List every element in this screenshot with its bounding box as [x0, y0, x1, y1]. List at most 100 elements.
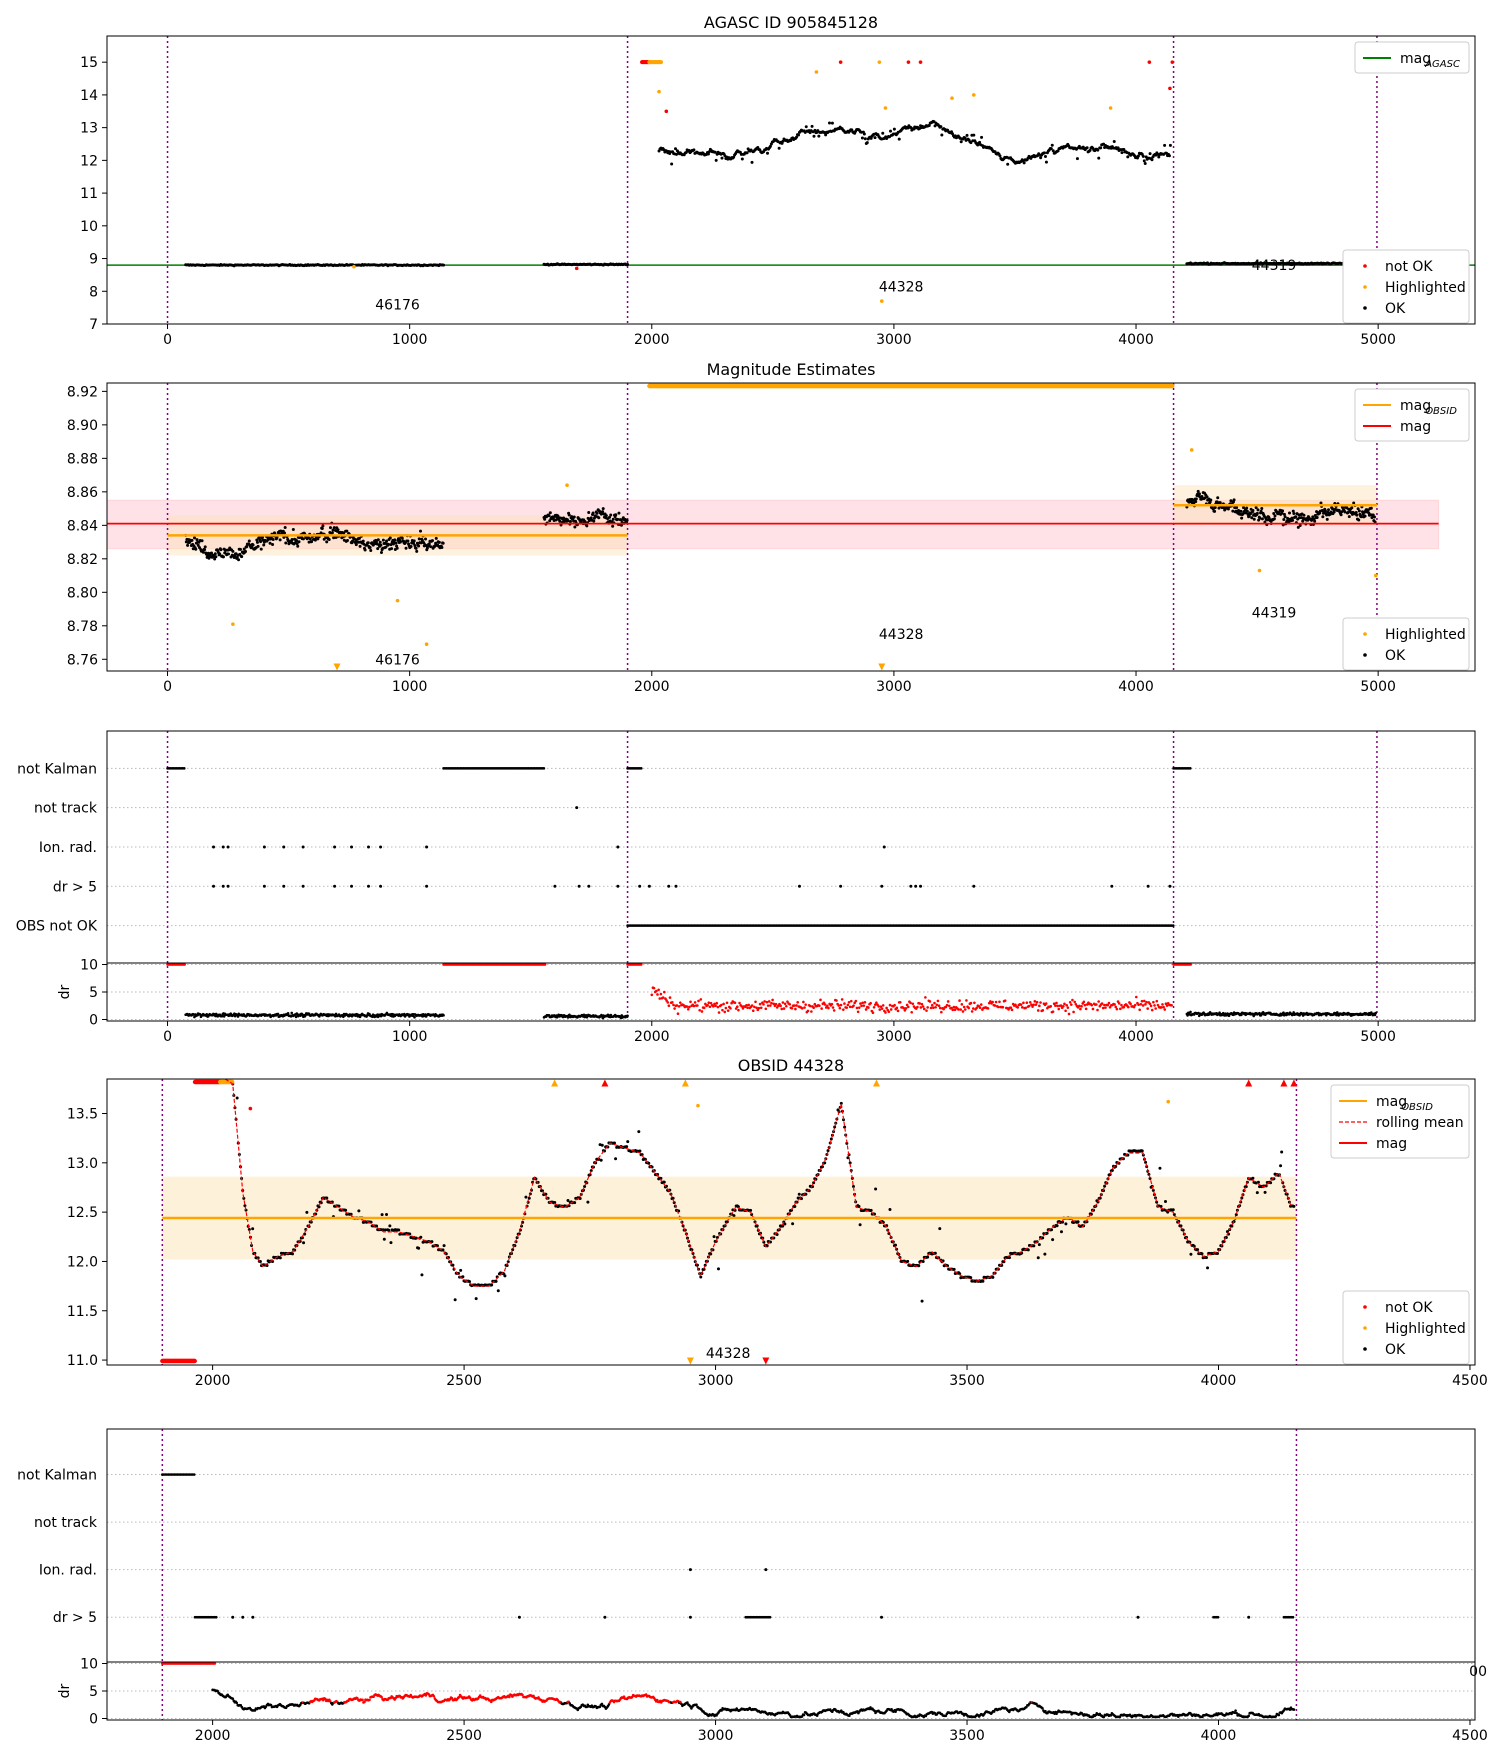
flag-point	[182, 767, 186, 770]
ok-point	[1315, 515, 1319, 519]
ok-point	[296, 544, 300, 548]
ok-point	[573, 525, 577, 529]
ok-point	[1245, 506, 1249, 510]
dr-not-ok-point	[1120, 1003, 1123, 1007]
flag-point	[616, 884, 620, 888]
dr-not-ok-point	[1079, 1007, 1082, 1011]
dr-not-ok-point	[921, 1005, 925, 1008]
legend-label-subscript: AGASC	[1424, 59, 1460, 70]
highlighted-point	[1108, 106, 1113, 110]
dr-not-ok-point	[1090, 1003, 1094, 1007]
ok-point	[203, 545, 207, 549]
dr-not-ok-point	[693, 1001, 697, 1004]
flag-point	[282, 845, 286, 849]
ok-point	[213, 557, 217, 561]
legend-label: mag	[1400, 51, 1431, 67]
ok-point	[1096, 148, 1100, 152]
flag-point	[221, 845, 225, 849]
dr-not-ok-point	[670, 1000, 674, 1004]
dr-not-ok-point	[832, 1009, 836, 1012]
ok-point	[301, 537, 305, 541]
flag-point	[350, 884, 354, 888]
dr-not-ok-point	[820, 1007, 823, 1010]
ok-point	[597, 516, 601, 520]
dr-not-ok-point	[183, 963, 186, 966]
obsid-annotation: 46176	[375, 297, 420, 313]
ok-point	[275, 536, 279, 540]
ok-point	[611, 517, 615, 521]
dr-not-ok-point	[986, 1007, 990, 1010]
ok-point	[1363, 514, 1367, 518]
ok-point	[255, 540, 259, 544]
dr-not-ok-point	[1054, 1004, 1057, 1007]
dr-not-ok-point	[1097, 1000, 1100, 1003]
dr-not-ok-point	[936, 999, 940, 1003]
dr-not-ok-point	[782, 1007, 786, 1010]
ok-point	[626, 263, 630, 267]
dr-not-ok-point	[940, 1010, 943, 1014]
highlighted-point	[1373, 573, 1378, 578]
legend-marker-swatch	[1363, 285, 1367, 289]
dr-not-ok-point	[973, 1001, 976, 1005]
ok-point	[295, 542, 299, 546]
ok-point	[1022, 161, 1026, 165]
flag-point	[616, 845, 620, 849]
dr-not-ok-point	[802, 1000, 805, 1004]
dr-not-ok-point	[764, 1007, 768, 1011]
ok-point	[1136, 154, 1140, 158]
flag-point	[1168, 884, 1172, 888]
flag-point	[221, 884, 225, 888]
dr-not-ok-point	[746, 1006, 749, 1010]
dr-not-ok-point	[922, 1007, 926, 1011]
dr-not-ok-point	[898, 1000, 902, 1004]
highlighted-point	[879, 299, 884, 303]
ok-point	[388, 536, 392, 540]
dr-not-ok-point	[1163, 1008, 1167, 1011]
ok-point	[219, 548, 223, 552]
ok-point	[1252, 517, 1256, 521]
ok-point	[980, 135, 984, 139]
ok-point	[1239, 509, 1243, 513]
flag-point	[553, 884, 557, 888]
ok-point	[1150, 158, 1154, 162]
dr-not-ok-point	[934, 1005, 937, 1009]
ok-point	[1197, 492, 1201, 496]
ok-point	[1141, 154, 1145, 158]
dr-not-ok-point	[1055, 1001, 1058, 1005]
ok-point	[320, 526, 324, 530]
dr-not-ok-point	[1189, 963, 1192, 966]
ok-point	[415, 549, 419, 553]
ok-point	[543, 517, 547, 521]
ok-point	[440, 545, 444, 549]
dr-not-ok-point	[1113, 1003, 1116, 1006]
ok-point	[766, 151, 770, 155]
dr-not-ok-point	[1073, 1000, 1077, 1004]
dr-ok-point	[276, 1012, 280, 1016]
dr-not-ok-point	[766, 1004, 770, 1007]
clipped-highlighted-marker	[333, 663, 341, 671]
ok-point	[881, 131, 885, 135]
ok-point	[385, 539, 389, 543]
ok-point	[1148, 152, 1152, 156]
dr-not-ok-point	[1022, 1001, 1025, 1005]
ok-point	[424, 537, 428, 541]
ok-point	[434, 536, 438, 540]
x-tick-label: 5000	[1360, 1029, 1396, 1045]
flag-point	[226, 845, 230, 849]
ok-point	[587, 511, 591, 515]
flag-point	[972, 884, 976, 888]
dr-not-ok-point	[877, 1005, 880, 1008]
ok-point	[1240, 516, 1244, 520]
ok-point	[417, 544, 421, 548]
dr-not-ok-point	[722, 1002, 725, 1006]
ok-point	[554, 518, 558, 522]
ok-point	[393, 538, 397, 542]
dr-not-ok-point	[856, 1010, 860, 1014]
flag-point	[425, 884, 429, 888]
flag-point	[425, 845, 429, 849]
dr-not-ok-point	[757, 1006, 761, 1010]
ok-point	[963, 136, 967, 140]
x-tick-label: 1000	[392, 679, 428, 695]
dr-not-ok-point	[1036, 1009, 1040, 1012]
